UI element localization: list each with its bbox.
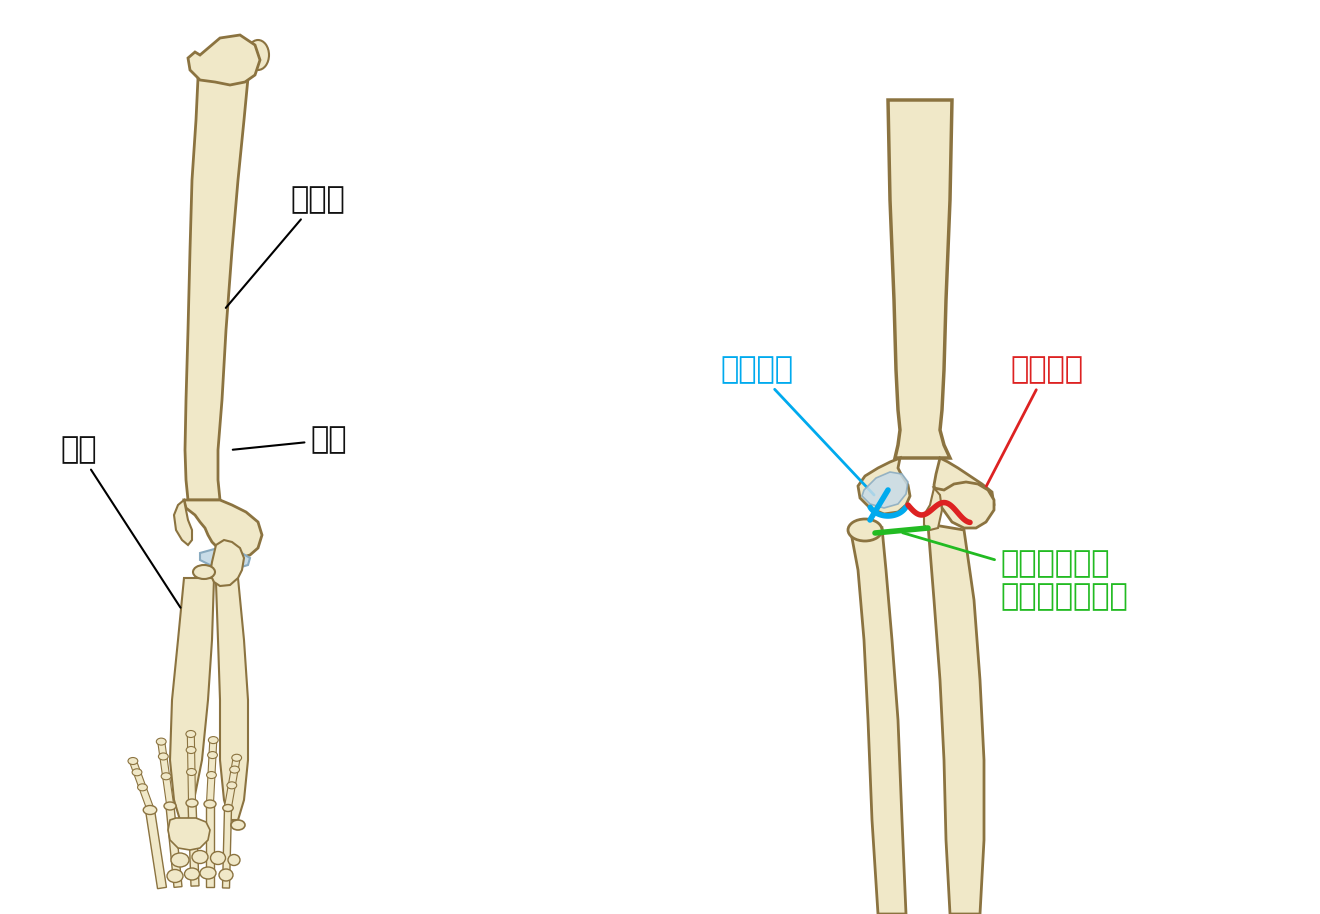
Ellipse shape — [161, 772, 172, 780]
Ellipse shape — [186, 769, 197, 775]
Polygon shape — [224, 785, 235, 808]
Ellipse shape — [191, 851, 209, 864]
Ellipse shape — [144, 805, 157, 814]
Polygon shape — [216, 578, 248, 820]
Ellipse shape — [186, 747, 195, 753]
Polygon shape — [187, 734, 194, 750]
Polygon shape — [158, 741, 166, 757]
Ellipse shape — [137, 784, 148, 791]
Ellipse shape — [193, 565, 215, 579]
Ellipse shape — [232, 754, 242, 761]
Ellipse shape — [210, 852, 226, 865]
Polygon shape — [139, 786, 153, 809]
Polygon shape — [210, 540, 244, 586]
Ellipse shape — [228, 855, 240, 866]
Polygon shape — [223, 808, 231, 888]
Ellipse shape — [186, 730, 195, 738]
Ellipse shape — [247, 40, 269, 70]
Polygon shape — [160, 756, 169, 777]
Polygon shape — [935, 482, 994, 528]
Ellipse shape — [207, 751, 218, 759]
Ellipse shape — [847, 519, 882, 541]
Polygon shape — [201, 548, 249, 568]
Text: 上腕骨: 上腕骨 — [226, 186, 345, 308]
Ellipse shape — [172, 853, 189, 867]
Ellipse shape — [231, 820, 246, 830]
Text: 橈骨: 橈骨 — [59, 435, 181, 608]
Polygon shape — [209, 740, 216, 755]
Polygon shape — [206, 775, 215, 803]
Ellipse shape — [186, 799, 198, 807]
Polygon shape — [185, 78, 248, 500]
Polygon shape — [228, 769, 238, 786]
Ellipse shape — [185, 868, 199, 880]
Polygon shape — [187, 35, 260, 85]
Text: 腕尺関節: 腕尺関節 — [977, 356, 1082, 505]
Polygon shape — [183, 500, 261, 558]
Ellipse shape — [128, 758, 137, 764]
Polygon shape — [162, 776, 173, 804]
Polygon shape — [935, 458, 994, 522]
Ellipse shape — [230, 766, 239, 773]
Polygon shape — [206, 804, 214, 887]
Polygon shape — [168, 818, 210, 850]
Polygon shape — [858, 458, 909, 514]
Polygon shape — [187, 750, 195, 772]
Polygon shape — [851, 528, 906, 914]
Polygon shape — [187, 802, 199, 887]
Text: 腕橈関節: 腕橈関節 — [719, 356, 874, 495]
Polygon shape — [133, 771, 145, 789]
Polygon shape — [166, 805, 182, 887]
Polygon shape — [170, 578, 214, 820]
Text: 近位橈尺関節
（上橈尺関節）: 近位橈尺関節 （上橈尺関節） — [903, 533, 1127, 611]
Polygon shape — [209, 755, 216, 775]
Ellipse shape — [223, 804, 234, 812]
Ellipse shape — [156, 739, 166, 745]
Polygon shape — [129, 760, 140, 773]
Polygon shape — [888, 100, 952, 458]
Ellipse shape — [206, 771, 216, 779]
Ellipse shape — [164, 802, 176, 810]
Ellipse shape — [205, 800, 216, 808]
Polygon shape — [928, 525, 983, 914]
Polygon shape — [174, 500, 191, 545]
Ellipse shape — [219, 869, 234, 881]
Polygon shape — [231, 757, 240, 771]
Polygon shape — [145, 809, 166, 888]
Polygon shape — [924, 488, 942, 530]
Ellipse shape — [158, 753, 168, 760]
Ellipse shape — [227, 781, 236, 789]
Ellipse shape — [209, 737, 218, 744]
Ellipse shape — [201, 867, 216, 879]
Text: 尺骨: 尺骨 — [232, 426, 346, 454]
Polygon shape — [862, 472, 908, 508]
Ellipse shape — [132, 769, 143, 776]
Polygon shape — [187, 772, 195, 802]
Ellipse shape — [168, 869, 183, 883]
